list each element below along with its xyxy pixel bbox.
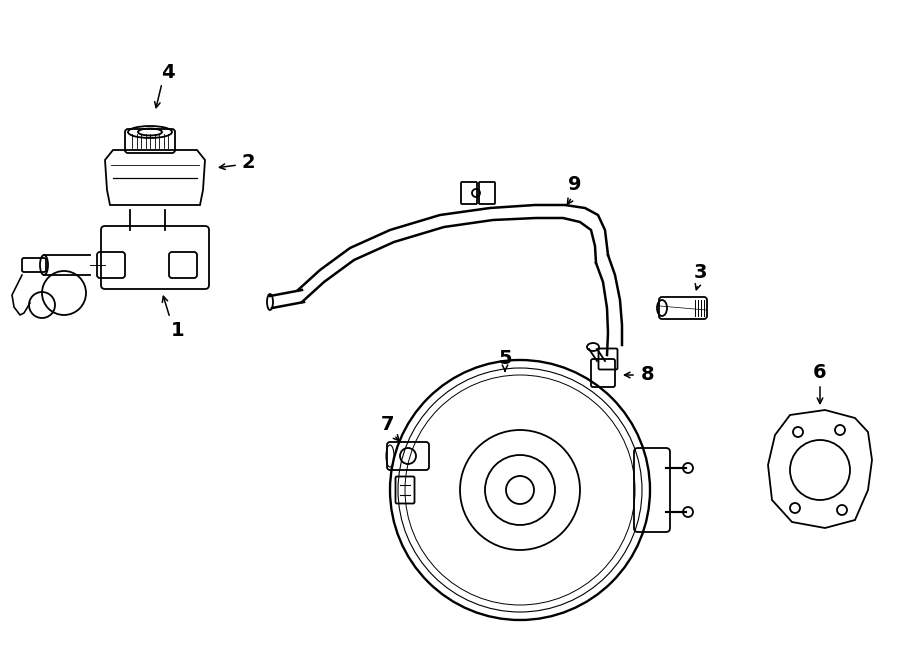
Text: 2: 2 [241, 153, 255, 171]
Text: 9: 9 [568, 176, 581, 194]
Text: 6: 6 [814, 362, 827, 381]
Text: 5: 5 [499, 348, 512, 368]
Text: 7: 7 [382, 416, 395, 434]
Text: 1: 1 [171, 321, 184, 340]
Text: 8: 8 [641, 366, 655, 385]
Text: 3: 3 [693, 262, 706, 282]
Text: 4: 4 [161, 63, 175, 81]
